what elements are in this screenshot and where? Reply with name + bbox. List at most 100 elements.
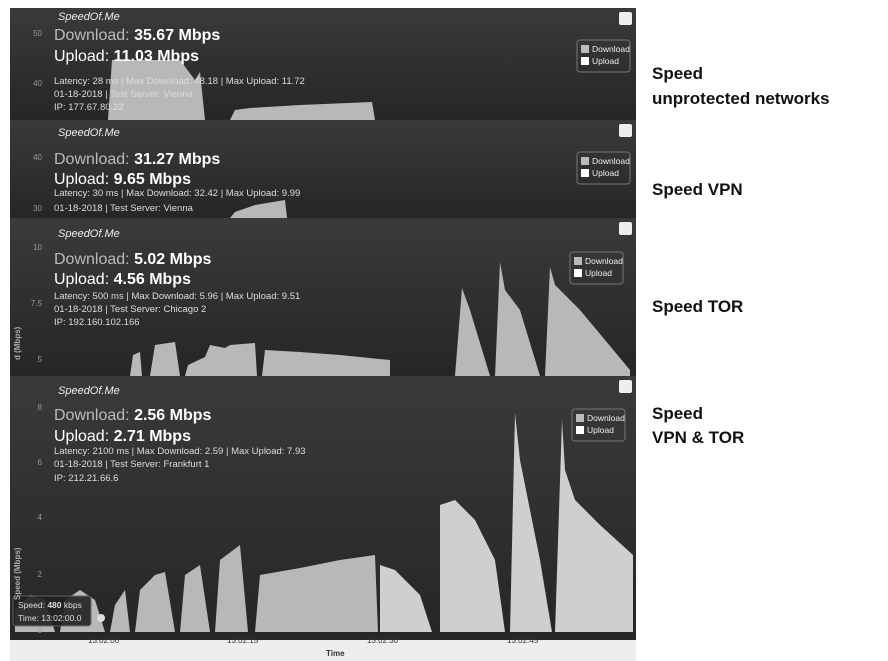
brand: SpeedOf.Me (58, 127, 120, 139)
text-part: kbps (63, 600, 82, 610)
text-part: Upload: (54, 271, 110, 288)
legend-box (569, 251, 624, 285)
y-tick-label: 10 (33, 243, 42, 252)
test-info: IP: 177.67.80.22 (54, 102, 124, 113)
test-info: Latency: 28 ms | Max Download: 48.18 | M… (54, 76, 305, 87)
text-part: Upload: (54, 428, 110, 445)
y-tick-label: 0 (37, 626, 42, 635)
upload: Upload: 4.56 Mbps (54, 272, 191, 288)
upload: Upload: 11.03 Mbps (54, 49, 199, 65)
text-part: Speed: (18, 600, 45, 610)
download: Download: 35.67 Mbps (54, 28, 220, 44)
legend-swatch (576, 426, 584, 434)
panel-bg (10, 120, 636, 218)
menu-icon (619, 380, 632, 393)
y-tick-label: 7.5 (30, 299, 42, 308)
test-info: 01-18-2018 | Test Server: Frankfurt 1 (54, 459, 210, 470)
caption: unprotected networks (652, 89, 830, 108)
test-info: Latency: 500 ms | Max Download: 5.96 | M… (54, 291, 301, 302)
y-tick-label: 2 (37, 570, 42, 579)
legend-label: Upload (587, 425, 614, 435)
tooltip-time: Time: 13:02:00.0 (18, 613, 82, 623)
x-axis-label: Time (326, 649, 345, 658)
x-axis-bg (10, 640, 636, 661)
caption: VPN & TOR (652, 428, 745, 447)
caption: Speed TOR (652, 297, 744, 316)
y-tick-label: 4 (37, 513, 42, 522)
legend-label: Download (592, 44, 630, 54)
text-part: Download: (54, 251, 130, 268)
legend-label: Download (592, 156, 630, 166)
caption: Speed VPN (652, 180, 743, 199)
legend-swatch (574, 257, 582, 265)
text-part: Download: (54, 151, 130, 168)
test-info: 01-18-2018 | Test Server: Chicago 2 (54, 304, 207, 315)
y-tick-label: 40 (33, 79, 42, 88)
text-part: 4.56 Mbps (113, 271, 191, 288)
x-tick-label: 13:02:45 (507, 636, 539, 645)
text-part: 5.02 Mbps (134, 251, 212, 268)
menu-icon (619, 12, 632, 25)
legend-label: Upload (592, 168, 619, 178)
legend-label: Download (585, 256, 623, 266)
legend-swatch (574, 269, 582, 277)
text-part: 31.27 Mbps (134, 151, 221, 168)
tooltip-speed: Speed: 480 kbps (18, 601, 82, 610)
y-axis-label: Speed (Mbps) (13, 547, 22, 600)
text-part: 9.65 Mbps (113, 171, 191, 188)
legend-swatch (581, 169, 589, 177)
legend-label: Upload (585, 268, 612, 278)
tooltip-point (97, 614, 105, 622)
test-info: Latency: 2100 ms | Max Download: 2.59 | … (54, 446, 306, 457)
y-tick-label: 50 (33, 29, 42, 38)
brand: SpeedOf.Me (58, 228, 120, 240)
text-part: Download: (54, 27, 130, 44)
caption: Speed (652, 64, 704, 83)
text-part: Upload: (54, 48, 110, 65)
legend-swatch (581, 45, 589, 53)
text-part: 11.03 Mbps (113, 48, 199, 65)
y-axis-label: d (Mbps) (13, 326, 22, 360)
test-info: Latency: 30 ms | Max Download: 32.42 | M… (54, 188, 301, 199)
download: Download: 5.02 Mbps (54, 252, 211, 268)
test-info: 01-18-2018 | Test Server: Vienna (54, 203, 193, 214)
brand: SpeedOf.Me (58, 11, 120, 23)
download: Download: 2.56 Mbps (54, 408, 211, 424)
x-tick-label: 13:02:30 (367, 636, 399, 645)
caption: Speed (652, 404, 704, 423)
text-part: 480 (47, 600, 62, 610)
legend-box (576, 151, 631, 185)
menu-icon (619, 222, 632, 235)
text-part: Upload: (54, 171, 110, 188)
speed-area (15, 60, 633, 632)
x-tick-label: 13:02:15 (227, 636, 259, 645)
x-tick-label: 13:02:00 (88, 636, 120, 645)
y-tick-label: 6 (37, 458, 42, 467)
legend-box (576, 39, 631, 73)
y-tick-label: 40 (33, 153, 42, 162)
legend-swatch (581, 157, 589, 165)
legend-swatch (581, 57, 589, 65)
test-info: IP: 192.160.102.166 (54, 317, 140, 328)
y-tick-label: 5 (37, 355, 42, 364)
tooltip-box (12, 595, 92, 627)
text-part: 2.56 Mbps (134, 407, 212, 424)
legend-swatch (576, 414, 584, 422)
upload: Upload: 9.65 Mbps (54, 172, 191, 188)
test-info: 01-18-2018 | Test Server: Vienna (54, 89, 193, 100)
menu-icon (619, 124, 632, 137)
text-part: 35.67 Mbps (134, 27, 221, 44)
y-tick-label: 8 (37, 403, 42, 412)
y-tick-label: 30 (33, 204, 42, 213)
text-part: Download: (54, 407, 130, 424)
upload: Upload: 2.71 Mbps (54, 429, 191, 445)
test-info: IP: 212.21.66.6 (54, 473, 119, 484)
legend-label: Download (587, 413, 625, 423)
download: Download: 31.27 Mbps (54, 152, 220, 168)
legend-label: Upload (592, 56, 619, 66)
text-part: 2.71 Mbps (113, 428, 191, 445)
legend-box (571, 408, 626, 442)
brand: SpeedOf.Me (58, 385, 120, 397)
